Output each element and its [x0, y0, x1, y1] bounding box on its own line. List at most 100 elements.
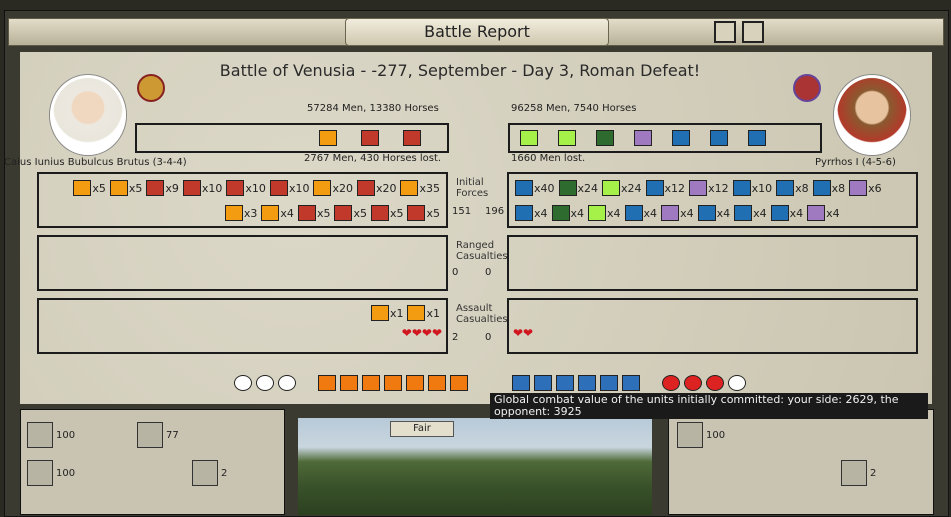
unit-count: x9 — [165, 181, 179, 195]
unit-count: x4 — [643, 206, 658, 220]
unit: x35 — [400, 180, 440, 196]
unit-icon — [226, 180, 245, 196]
unit-icon — [645, 180, 664, 196]
reserve-item: 100 — [27, 422, 75, 448]
unit: x4 — [624, 205, 658, 221]
unit-count: x4 — [680, 206, 694, 220]
unit-row: x40 x24 x24 x12 x12 x10 x8 x8 x6 — [513, 180, 884, 196]
left-initial-total: 151 — [452, 206, 472, 217]
unit-icon — [689, 180, 708, 196]
unit-row: x5 x5 x9 x10 x10 x10 x20 x20 x35 — [71, 180, 442, 196]
assault-casualties-label: Assault Casualties — [456, 303, 508, 325]
left-losses: 2767 Men, 430 Horses lost. — [304, 153, 442, 164]
ranged-casualties-label: Ranged Casualties — [456, 240, 508, 262]
unit: x8 — [812, 180, 846, 196]
unit-icon — [370, 305, 389, 321]
tactics-bar — [234, 375, 746, 391]
unit-row: x4 x4 x4 x4 x4 x4 x4 x4 x4 — [513, 205, 842, 221]
right-initial-forces: x40 x24 x24 x12 x12 x10 x8 x8 x6 x4 x4 x4 x4 x4 x4 x4 x4… — [507, 172, 918, 228]
unit-count: x5 — [316, 206, 331, 220]
unit-count: x40 — [534, 181, 555, 195]
unit: x5 — [334, 205, 367, 221]
unit-icon — [588, 205, 607, 221]
right-ranged-total: 0 — [485, 267, 492, 278]
left-ranged-total: 0 — [452, 267, 459, 278]
unit-icon — [269, 180, 288, 196]
unit-count: x4 — [753, 206, 767, 220]
right-assault-hearts: ❤❤ — [513, 326, 534, 340]
reserve-icon — [27, 460, 53, 486]
unit-count: x10 — [288, 181, 310, 195]
left-commander-portrait — [50, 75, 126, 155]
reserve-count: 77 — [166, 429, 179, 441]
unit: x10 — [269, 180, 310, 196]
right-faction-emblem — [793, 74, 821, 102]
unit-count: x1 — [426, 306, 440, 320]
right-summary-box — [508, 123, 822, 153]
weather: Fair — [390, 421, 454, 437]
unit-icon — [356, 180, 375, 196]
unit-count: x20 — [375, 181, 397, 195]
unit-icon — [770, 205, 789, 221]
unit-count: x4 — [534, 206, 548, 220]
reserve-icon — [677, 422, 703, 448]
unit: x10 — [182, 180, 223, 196]
unit: x8 — [776, 180, 809, 196]
left-assault-total: 2 — [452, 332, 459, 343]
unit-icon — [182, 180, 201, 196]
unit-count: x8 — [795, 181, 809, 195]
unit-count: x20 — [332, 181, 353, 195]
unit-count: x5 — [426, 206, 440, 220]
unit: x4 — [661, 205, 694, 221]
right-assault-casualties: ❤❤ — [507, 298, 918, 354]
unit: x12 — [645, 180, 685, 196]
unit-icon — [661, 205, 680, 221]
left-reserves-panel: 100 77 100 2 — [20, 409, 285, 515]
confirm-button[interactable] — [714, 21, 736, 43]
unit-count: x5 — [389, 206, 404, 220]
unit-icon — [224, 205, 243, 221]
unit: x9 — [146, 180, 179, 196]
reserve-icon — [841, 460, 867, 486]
reserve-icon — [137, 422, 163, 448]
right-initial-total: 196 — [485, 206, 505, 217]
reserve-count: 2 — [870, 467, 877, 479]
window-title: Battle Report — [345, 18, 609, 46]
unit: x10 — [226, 180, 266, 196]
unit-icon — [515, 180, 533, 196]
reserve-count: 2 — [221, 467, 228, 479]
unit: x24 — [602, 180, 642, 196]
unit-icon — [515, 205, 533, 221]
unit: x4 — [588, 205, 621, 221]
unit-count: x35 — [419, 181, 440, 195]
left-forces: 57284 Men, 13380 Horses — [307, 103, 439, 114]
unit-icon — [697, 205, 716, 221]
unit-count: x24 — [621, 181, 642, 195]
unit-count: x1 — [389, 306, 404, 320]
unit-icon — [407, 205, 426, 221]
reserve-item: 2 — [841, 460, 876, 486]
unit-count: x4 — [280, 206, 294, 220]
reserve-count: 100 — [706, 429, 726, 441]
reserve-item: 2 — [192, 460, 227, 486]
unit-count: x5 — [92, 181, 106, 195]
unit-count: x24 — [577, 181, 599, 195]
unit: x4 — [261, 205, 294, 221]
reserve-icon — [192, 460, 218, 486]
unit: x5 — [297, 205, 331, 221]
right-losses: 1660 Men lost. — [511, 153, 586, 164]
unit-count: x8 — [831, 181, 846, 195]
unit: x4 — [551, 205, 584, 221]
unit: x4 — [770, 205, 803, 221]
unit: x5 — [370, 205, 404, 221]
battle-title: Battle of Venusia - -277, September - Da… — [219, 61, 701, 80]
unit: x5 — [407, 205, 440, 221]
unit-count: x10 — [201, 181, 223, 195]
unit: x6 — [849, 180, 882, 196]
unit: x4 — [807, 205, 840, 221]
unit-icon — [812, 180, 831, 196]
right-reserves-panel: 100 2 — [668, 409, 934, 515]
menu-button[interactable] — [742, 21, 764, 43]
unit: x10 — [732, 180, 772, 196]
reserve-item: 100 — [27, 460, 75, 486]
